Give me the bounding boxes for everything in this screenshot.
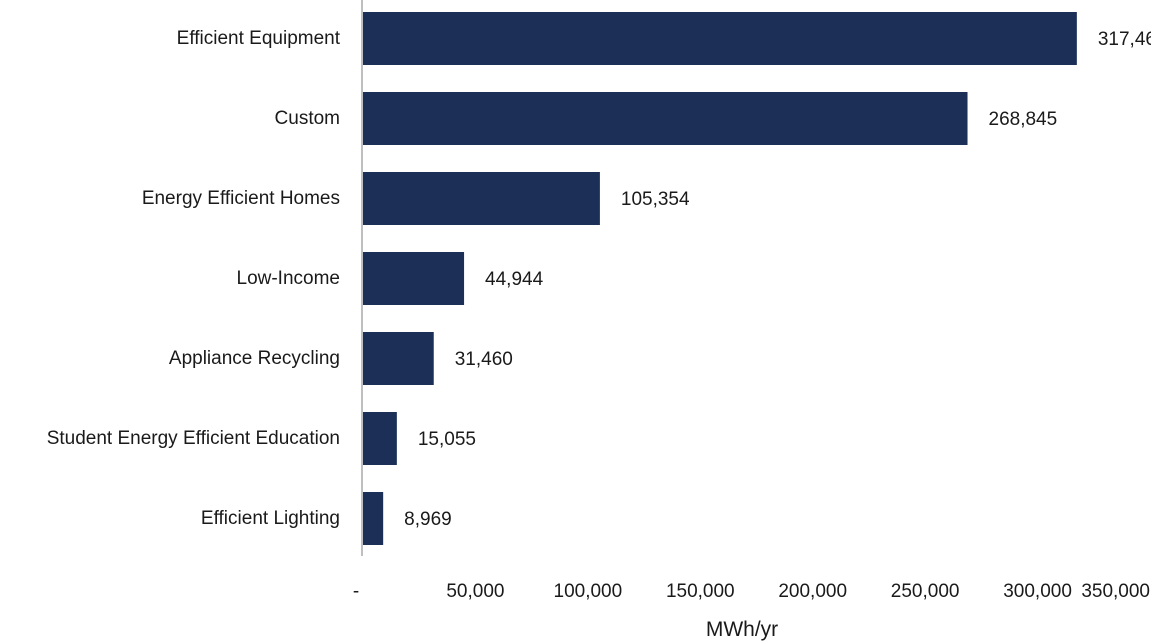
category-label: Efficient Equipment xyxy=(177,28,341,49)
x-tick-label: 50,000 xyxy=(446,581,504,602)
value-label: 15,055 xyxy=(418,429,476,450)
category-label: Energy Efficient Homes xyxy=(142,188,340,209)
category-label: Low-Income xyxy=(237,268,341,289)
value-label: 31,460 xyxy=(455,349,513,370)
value-label: 44,944 xyxy=(485,269,544,290)
category-label: Appliance Recycling xyxy=(169,348,340,369)
bars-group xyxy=(363,12,1077,545)
value-label: 317,467 xyxy=(1098,29,1151,50)
bar-2 xyxy=(363,172,600,225)
x-tick-label: 350,000 xyxy=(1081,581,1150,602)
bar-1 xyxy=(363,92,968,145)
bar-4 xyxy=(363,332,434,385)
x-tick-label: 250,000 xyxy=(891,581,960,602)
value-labels: 317,467 268,845 105,354 44,944 31,460 15,055 8… xyxy=(404,29,1151,530)
category-label: Student Energy Efficient Education xyxy=(47,428,340,449)
category-label: Efficient Lighting xyxy=(201,508,340,529)
x-tick-label: 150,000 xyxy=(666,581,735,602)
value-label: 268,845 xyxy=(989,109,1058,130)
category-label: Custom xyxy=(275,108,340,129)
bar-3 xyxy=(363,252,465,305)
bar-5 xyxy=(363,412,397,465)
x-axis-title: MWh/yr xyxy=(706,618,778,641)
x-tick-label: 300,000 xyxy=(1003,581,1072,602)
x-tick-label: 200,000 xyxy=(778,581,847,602)
value-label: 8,969 xyxy=(404,509,452,530)
bar-6 xyxy=(363,492,384,545)
x-tick-label: 100,000 xyxy=(554,581,623,602)
x-tick-label: - xyxy=(353,581,359,602)
bar-0 xyxy=(363,12,1077,65)
x-tick-labels: - 50,000 100,000 150,000 200,000 250,000 300,0… xyxy=(353,581,1150,602)
value-label: 105,354 xyxy=(621,189,690,210)
category-labels: Efficient Equipment Custom Energy Efficien… xyxy=(47,28,341,529)
